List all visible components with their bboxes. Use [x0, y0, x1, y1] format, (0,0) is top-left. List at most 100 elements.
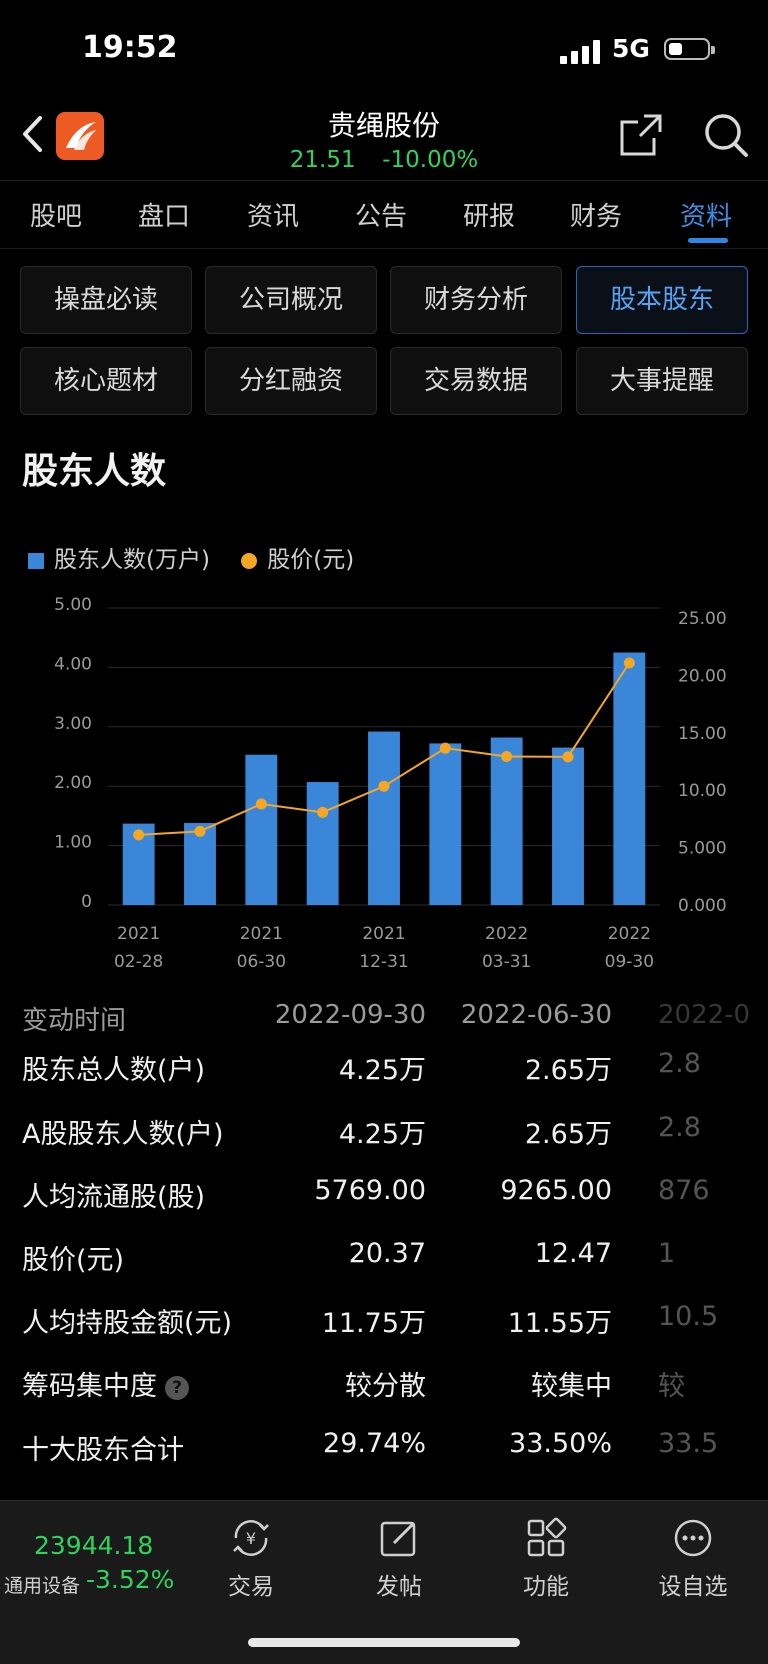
row-label: 筹码集中度?: [22, 1364, 189, 1403]
subtab-caopan[interactable]: 操盘必读: [20, 266, 192, 334]
subtab-gubengudong[interactable]: 股本股东: [576, 266, 748, 334]
row-col3: 10.5: [658, 1301, 719, 1332]
tab-yanbao[interactable]: 研报: [463, 202, 516, 232]
share-icon[interactable]: [618, 112, 664, 158]
table-header-col3: 2022-0: [658, 1000, 751, 1030]
stock-change: -10.00%: [382, 147, 479, 173]
index-label: 通用设备: [4, 1575, 81, 1597]
nav-function-label: 功能: [523, 1574, 569, 1600]
search-icon[interactable]: [703, 112, 749, 158]
table-header-col2: 2022-06-30: [460, 1000, 612, 1030]
left-tick-label: 4.00: [54, 654, 92, 674]
home-indicator: [248, 1638, 520, 1647]
row-col3: 2.8: [658, 1112, 701, 1143]
subtab-caiwufenxi[interactable]: 财务分析: [390, 266, 562, 334]
table-row: 筹码集中度? 较分散 较集中 较: [0, 1364, 768, 1414]
tab-ziliao[interactable]: 资料: [680, 202, 733, 232]
price-point: [317, 806, 329, 818]
nav-post[interactable]: 发帖: [344, 1515, 454, 1601]
row-col2: 9265.00: [500, 1175, 612, 1206]
more-icon: [674, 1519, 712, 1557]
right-tick-label: 5.000: [678, 839, 727, 859]
price-point: [194, 825, 206, 837]
tabs-divider: [0, 248, 768, 249]
x-tick-year: 2021: [362, 924, 405, 944]
right-tick-label: 10.00: [678, 781, 727, 801]
row-col2: 11.55万: [507, 1308, 612, 1339]
table-row: A股股东人数(户) 4.25万 2.65万 2.8: [0, 1112, 768, 1162]
price-point: [501, 751, 513, 762]
header-divider: [0, 180, 768, 181]
table-header-label: 变动时间: [22, 1006, 127, 1036]
subtab-dashi[interactable]: 大事提醒: [576, 347, 748, 415]
x-tick-date: 02-28: [114, 952, 163, 972]
tab-pankou[interactable]: 盘口: [138, 202, 191, 232]
trade-icon: ¥: [233, 1520, 269, 1556]
bar: [429, 743, 462, 905]
row-col2: 33.50%: [509, 1428, 612, 1459]
row-col2: 12.47: [534, 1238, 612, 1269]
price-point: [562, 751, 574, 763]
row-col3: 2.8: [658, 1048, 701, 1079]
left-tick-label: 2.00: [54, 773, 92, 793]
legend-price: 股价(元): [267, 547, 355, 573]
price-point: [439, 742, 451, 754]
subtab-jiaoyi[interactable]: 交易数据: [390, 347, 562, 415]
app-logo-icon: [56, 112, 104, 160]
subtab-gaikuang[interactable]: 公司概况: [205, 266, 377, 334]
x-tick-date: 09-30: [605, 952, 654, 972]
tab-zixun[interactable]: 资讯: [247, 202, 300, 232]
price-point: [623, 657, 635, 669]
nav-post-label: 发帖: [376, 1574, 422, 1600]
main-tabs: 股吧 盘口 资讯 公告 研报 财务 资料: [0, 196, 768, 236]
row-label: 人均持股金额(元): [22, 1308, 233, 1339]
row-label: 股东总人数(户): [22, 1055, 206, 1086]
left-tick-label: 3.00: [54, 714, 92, 734]
battery-icon: [664, 38, 715, 60]
back-icon[interactable]: [20, 114, 46, 154]
row-col2: 2.65万: [524, 1119, 612, 1150]
right-tick-label: 0.000: [678, 896, 727, 916]
right-tick-label: 20.00: [678, 666, 727, 686]
left-tick-label: 1.00: [54, 833, 92, 853]
x-tick-date: 12-31: [359, 952, 408, 972]
bar: [552, 747, 584, 905]
nav-trade-label: 交易: [228, 1574, 274, 1600]
legend-bar-swatch: [28, 552, 44, 569]
bar: [368, 731, 400, 905]
chart-legend: 股东人数(万户) 股价(元): [28, 540, 354, 574]
edit-icon: [380, 1521, 416, 1557]
nav-function[interactable]: 功能: [491, 1515, 601, 1601]
status-time: 19:52: [82, 30, 178, 65]
row-col3: 876: [658, 1175, 710, 1206]
tab-gonggao[interactable]: 公告: [355, 202, 408, 232]
grid-icon: [527, 1517, 567, 1557]
nav-watchlist[interactable]: 设自选: [638, 1515, 748, 1601]
row-col1: 5769.00: [314, 1175, 426, 1206]
help-icon[interactable]: ?: [165, 1375, 189, 1400]
row-col1: 4.25万: [338, 1119, 426, 1150]
price-point: [378, 780, 390, 792]
subtab-fenhong[interactable]: 分红融资: [205, 347, 377, 415]
row-col1: 较分散: [345, 1371, 426, 1402]
row-label: 人均流通股(股): [22, 1182, 206, 1213]
right-tick-label: 15.00: [678, 724, 727, 744]
legend-holders: 股东人数(万户): [54, 547, 210, 573]
tab-guba[interactable]: 股吧: [30, 202, 83, 232]
row-col1: 4.25万: [338, 1055, 426, 1086]
nav-trade[interactable]: ¥ 交易: [196, 1515, 306, 1601]
stock-price: 21.51: [289, 147, 356, 173]
subtab-hexin[interactable]: 核心题材: [20, 347, 192, 415]
row-label: A股股东人数(户): [22, 1119, 224, 1150]
tab-caiwu[interactable]: 财务: [570, 202, 623, 232]
row-col1: 29.74%: [323, 1428, 426, 1459]
table-row: 股东总人数(户) 4.25万 2.65万 2.8: [0, 1048, 768, 1098]
row-label: 股价(元): [22, 1245, 125, 1276]
index-change: -3.52%: [86, 1565, 175, 1594]
shareholder-chart: 5.00 4.00 3.00 2.00 1.00 0 25.00 20.00 15.00 10.0…: [54, 595, 727, 972]
active-tab-underline: [688, 238, 728, 243]
table-row: 十大股东合计 29.74% 33.50% 33.5: [0, 1428, 768, 1478]
row-label: 十大股东合计: [22, 1435, 184, 1466]
bar: [613, 652, 646, 905]
left-tick-label: 0: [81, 892, 92, 912]
